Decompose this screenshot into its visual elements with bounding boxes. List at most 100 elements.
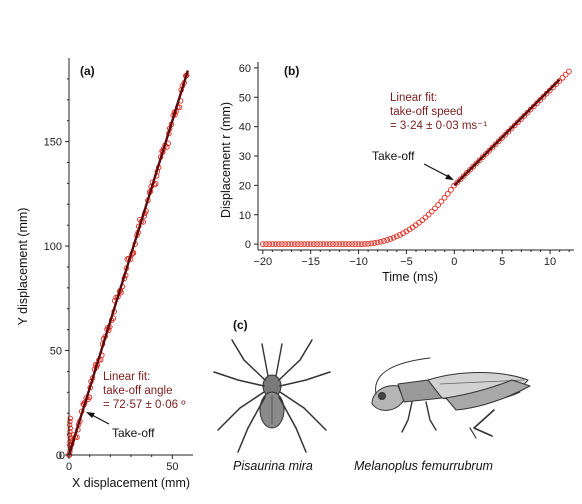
- panel-b-data-point: [355, 241, 362, 247]
- panel-b-data-point: [330, 241, 336, 247]
- panel-b-data-point: [288, 241, 295, 247]
- panel-b-data-point: [464, 170, 470, 176]
- panel-b-data-point: [457, 176, 464, 183]
- panel-a-data-point: [67, 425, 73, 431]
- panel-b-data-point: [432, 205, 438, 212]
- panel-a-y-tick-label: 50: [50, 346, 62, 358]
- panel-b-data-point: [295, 241, 301, 247]
- panel-a-x-tick-label: 0: [66, 461, 72, 473]
- panel-b-y-tick-label: 40: [239, 122, 251, 134]
- panel-b-y-tick-label: 50: [239, 92, 251, 104]
- panel-b-data-point: [467, 166, 473, 173]
- panel-b-data-point: [342, 241, 349, 247]
- panel-b-y-label: Displacement r (mm): [219, 102, 233, 218]
- panel-b-data-point: [323, 241, 330, 247]
- panel-b-data-point: [333, 241, 339, 247]
- panel-a-data-point: [67, 415, 73, 421]
- panel-b-data-point: [349, 241, 355, 247]
- panel-a-label: (a): [80, 64, 95, 78]
- panel-b-y-tick-label: 30: [239, 151, 251, 163]
- species-label-pisaurina-mira: Pisaurina mira: [233, 459, 313, 473]
- grasshopper-illustration: [371, 357, 531, 439]
- panel-b-data-point: [326, 241, 333, 247]
- panel-b-data-point: [317, 241, 324, 247]
- panel-b-data-point: [489, 144, 496, 151]
- panel-a-x-label: X displacement (mm): [72, 476, 190, 490]
- panel-b-data-point: [272, 241, 279, 247]
- panel-a-data-point: [67, 428, 73, 435]
- panel-b-data-point: [269, 241, 276, 247]
- panel-a-y-tick-label: 100: [44, 241, 62, 253]
- panel-b-data-point: [282, 241, 288, 247]
- panel-b-data-point: [397, 232, 403, 238]
- panel-a-data-point: [67, 418, 73, 425]
- panel-b-data-point: [419, 217, 426, 224]
- panel-b-data-point: [502, 132, 508, 138]
- panel-c: (c): [213, 318, 531, 473]
- panel-b-y-tick-label: 60: [239, 63, 251, 75]
- panel-b-data-point: [384, 237, 391, 243]
- panel-b-data-point: [454, 179, 461, 186]
- panel-b-x-tick-label: −20: [253, 256, 272, 268]
- panel-b-data-point: [444, 191, 451, 197]
- panel-b-data-point: [562, 71, 569, 78]
- panel-b-data-point: [476, 157, 483, 164]
- panel-b-data-point: [339, 241, 346, 247]
- panel-b-data-point: [393, 233, 400, 240]
- panel-b-data-point: [428, 208, 435, 215]
- panel-b-data-point: [486, 147, 493, 154]
- panel-b-ticks: −20 −15 −10 −5 0 5 10 0 10 20 30 40 50 60: [239, 63, 570, 268]
- panel-b-data-point: [279, 241, 285, 247]
- panel-b-data-point: [259, 241, 266, 247]
- panel-b-data-point: [448, 186, 454, 193]
- panel-b-data-point: [371, 240, 378, 246]
- panel-a-data-point: [66, 422, 73, 428]
- panel-a-takeoff-label: Take-off: [112, 426, 155, 440]
- panel-a-y-tick-label: 0: [59, 450, 65, 462]
- panel-b-data-point: [460, 173, 467, 179]
- panel-b-data-point: [559, 74, 566, 81]
- panel-b-data-point: [390, 234, 397, 241]
- panel-b-data-point: [483, 151, 489, 157]
- panel-b-x-tick-label: 5: [499, 256, 505, 268]
- panel-b-data-point: [508, 125, 515, 132]
- panel-b-data-point: [387, 236, 394, 242]
- panel-a-fit-line: [67, 70, 189, 456]
- panel-b-data-point: [566, 68, 572, 75]
- panel-b-data-point: [495, 138, 502, 145]
- panel-b-fit-annotation-line-1: Linear fit:: [390, 92, 437, 104]
- panel-b-takeoff-arrowhead: [445, 174, 454, 180]
- panel-b-data-point: [336, 241, 343, 247]
- species-label-melanoplus-femurrubrum: Melanoplus femurrubrum: [354, 459, 493, 473]
- panel-b-data-point: [441, 194, 448, 201]
- panel-a-takeoff-arrowhead: [86, 412, 95, 418]
- panel-b-data-point: [266, 241, 273, 247]
- panel-b-data-point: [346, 241, 352, 247]
- panel-b-data-point: [451, 182, 457, 189]
- panel-b-label: (b): [284, 64, 299, 78]
- panel-a-fit-annotation-line-2: take-off angle: [103, 385, 172, 397]
- panel-a-y-label: Y displacement (mm): [16, 208, 30, 326]
- panel-b-data-point: [515, 119, 521, 126]
- panel-b-x-tick-label: −10: [349, 256, 368, 268]
- panel-b-points: [259, 68, 572, 247]
- panel-a-data-point: [67, 435, 73, 441]
- panel-a-data-point: [66, 432, 73, 438]
- panel-b-takeoff-label: Take-off: [372, 149, 415, 163]
- panel-b-data-point: [511, 122, 518, 129]
- panel-b-data-point: [435, 202, 442, 208]
- panel-a-y-tick-label: 150: [44, 137, 62, 149]
- panel-b-data-point: [381, 238, 387, 244]
- panel-b-data-point: [368, 240, 375, 247]
- panel-b-x-tick-label: 10: [544, 256, 556, 268]
- panel-b-data-point: [361, 241, 368, 247]
- panel-b-data-point: [263, 241, 269, 247]
- panel-b-data-point: [492, 141, 499, 148]
- panel-b-data-point: [499, 135, 505, 141]
- panel-b-data-point: [473, 160, 480, 167]
- panel-b-x-tick-label: −5: [400, 256, 413, 268]
- panel-b-data-point: [307, 241, 314, 247]
- panel-b-fit-annotation-line-3: = 3·24 ± 0·03 ms⁻¹: [390, 120, 487, 132]
